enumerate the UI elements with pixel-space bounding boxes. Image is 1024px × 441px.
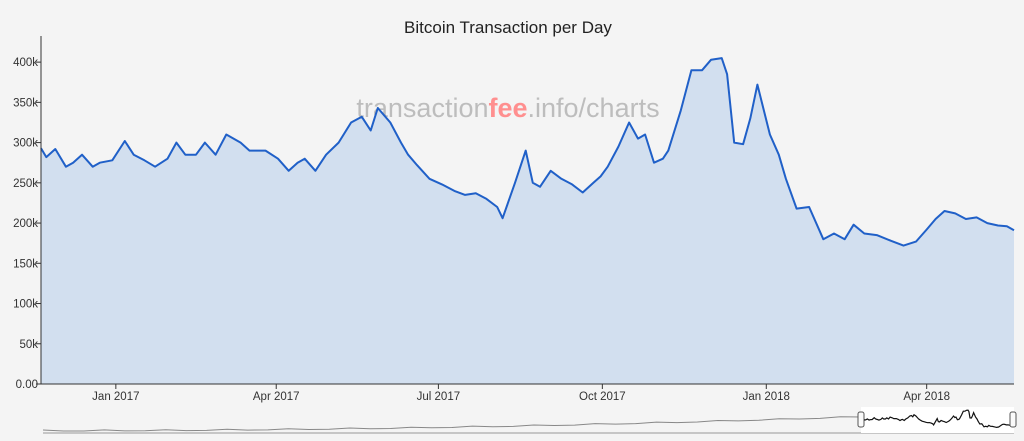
navigator-right-handle[interactable] bbox=[1009, 411, 1017, 428]
x-tick-label: Jul 2017 bbox=[417, 391, 460, 403]
plot-area bbox=[40, 57, 1015, 384]
x-tick-label: Oct 2017 bbox=[579, 391, 626, 403]
watermark-accent: fee bbox=[488, 93, 527, 123]
y-tick-label: 150k bbox=[13, 258, 38, 270]
y-tick-label: 50k bbox=[19, 339, 38, 351]
navigator-history-trace bbox=[42, 416, 862, 432]
y-tick-label: 250k bbox=[13, 178, 38, 190]
y-tick-label: 0.00 bbox=[16, 379, 38, 391]
y-tick-label: 300k bbox=[13, 138, 38, 150]
navigator-left-handle[interactable] bbox=[857, 411, 865, 428]
y-tick-label: 400k bbox=[13, 57, 38, 69]
y-tick-label: 100k bbox=[13, 299, 38, 311]
series-area bbox=[41, 58, 1014, 384]
watermark-suffix: .info/charts bbox=[528, 93, 660, 123]
x-tick-label: Jan 2017 bbox=[92, 391, 139, 403]
y-axis: 0.00 50k 100k 150k 200k 250k 300k 350k 400k bbox=[13, 36, 42, 391]
x-tick-label: Apr 2018 bbox=[903, 391, 950, 403]
y-tick-label: 350k bbox=[13, 97, 38, 109]
range-navigator[interactable] bbox=[42, 407, 1017, 434]
watermark: transactionfee.info/charts bbox=[356, 93, 659, 123]
y-tick-label: 200k bbox=[13, 218, 38, 230]
chart-title: Bitcoin Transaction per Day bbox=[404, 18, 612, 37]
x-tick-label: Apr 2017 bbox=[253, 391, 300, 403]
x-axis: Jan 2017 Apr 2017 Jul 2017 Oct 2017 Jan 2018… bbox=[41, 383, 1014, 403]
series-line bbox=[40, 57, 1015, 247]
navigator-selected-trace bbox=[860, 409, 1015, 429]
x-tick-label: Jan 2018 bbox=[743, 391, 790, 403]
